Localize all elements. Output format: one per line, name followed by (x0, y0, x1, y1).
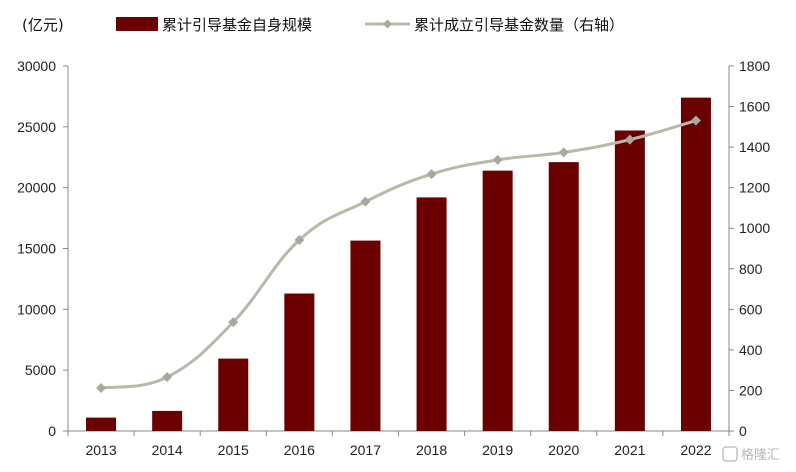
legend-line-label: 累计成立引导基金数量（右轴） (414, 16, 624, 34)
x-axis-tick-label: 2015 (218, 442, 249, 458)
right-axis-tick-label: 0 (739, 423, 747, 439)
watermark-text: 格隆汇 (741, 447, 780, 463)
line-point-diamond (96, 383, 107, 394)
line-point-diamond (228, 317, 239, 328)
line-point-diamond (492, 154, 503, 165)
line-point-diamond (360, 196, 371, 207)
right-axis-tick-label: 1600 (739, 99, 770, 115)
legend-line-marker (383, 19, 392, 29)
x-axis-tick-label: 2014 (152, 442, 183, 458)
line-point-diamond (690, 115, 701, 126)
right-axis-tick-label: 200 (739, 382, 763, 398)
line-point-diamond (162, 372, 173, 383)
x-axis-tick-label: 2022 (680, 442, 711, 458)
x-axis-tick-label: 2021 (614, 442, 645, 458)
bar (218, 358, 249, 431)
legend-bar-swatch (116, 17, 158, 31)
left-axis-tick-label: 10000 (17, 301, 56, 317)
right-axis-tick-label: 1800 (739, 58, 770, 74)
left-axis-tick-label: 0 (48, 423, 56, 439)
line-point-diamond (294, 234, 305, 245)
left-axis-unit-label: (亿元) (22, 16, 64, 34)
left-axis-tick-label: 5000 (25, 362, 56, 378)
bar (482, 170, 513, 431)
right-axis-tick-label: 1000 (739, 220, 770, 236)
x-axis-tick-label: 2019 (482, 442, 513, 458)
bar (152, 410, 183, 431)
right-axis-tick-label: 600 (739, 301, 763, 317)
bar (284, 293, 315, 431)
bar (614, 130, 645, 431)
left-axis-tick-label: 30000 (17, 58, 56, 74)
x-axis-tick-label: 2017 (350, 442, 381, 458)
right-axis-tick-label: 400 (739, 342, 763, 358)
bar (680, 97, 711, 431)
right-axis-tick-label: 800 (739, 261, 763, 277)
x-axis-tick-label: 2020 (548, 442, 579, 458)
bar (416, 197, 447, 431)
bar (350, 240, 381, 431)
line-point-diamond (426, 169, 437, 180)
left-axis-tick-label: 25000 (17, 119, 56, 135)
x-axis-tick-label: 2018 (416, 442, 447, 458)
line-point-diamond (558, 147, 569, 158)
left-axis-tick-label: 20000 (17, 180, 56, 196)
x-axis-tick-label: 2016 (284, 442, 315, 458)
right-axis-tick-label: 1200 (739, 180, 770, 196)
plot-area: 0 5000 10000 15000 20000 25000 30000 0 200 400 600… (17, 58, 770, 458)
line-series (100, 119, 697, 390)
right-axis-tick-label: 1400 (739, 139, 770, 155)
x-axis-tick-label: 2013 (85, 442, 116, 458)
watermark: 格隆汇 (722, 446, 780, 463)
bar (86, 417, 117, 431)
line-point-diamond (624, 134, 635, 145)
watermark-logo-icon (722, 446, 738, 462)
bar (548, 162, 579, 431)
left-axis-tick-label: 15000 (17, 241, 56, 257)
legend-bar-label: 累计引导基金自身规模 (162, 16, 312, 34)
legend: 累计引导基金自身规模 累计成立引导基金数量（右轴） (116, 16, 624, 34)
